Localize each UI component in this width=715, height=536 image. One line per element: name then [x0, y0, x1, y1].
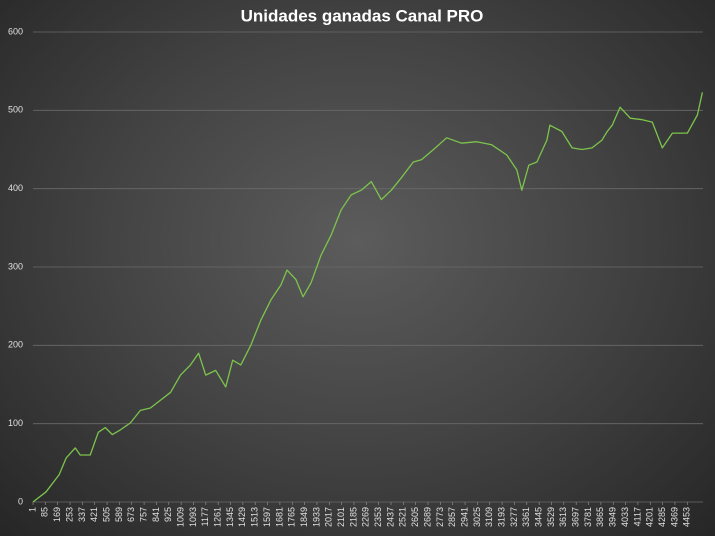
x-tick-label: 757 [138, 507, 148, 522]
x-tick-label: 1 [27, 507, 37, 512]
x-tick-label: 589 [114, 507, 124, 522]
x-tick-label: 673 [126, 507, 136, 522]
x-tick-label: 2437 [385, 507, 395, 527]
x-tick-label: 4285 [657, 507, 667, 527]
x-tick-label: 841 [151, 507, 161, 522]
x-tick-label: 2689 [422, 507, 432, 527]
x-tick-label: 925 [163, 507, 173, 522]
y-tick-label: 600 [8, 26, 23, 36]
x-tick-label: 2269 [361, 507, 371, 527]
chart-title: Unidades ganadas Canal PRO [241, 6, 484, 25]
x-tick-label: 4117 [632, 507, 642, 526]
x-tick-label: 505 [101, 507, 111, 522]
x-tick-label: 1345 [225, 507, 235, 527]
x-tick-label: 169 [52, 507, 62, 522]
x-tick-label: 2185 [348, 507, 358, 527]
x-tick-label: 421 [89, 507, 99, 522]
x-tick-label: 1681 [274, 507, 284, 527]
x-tick-label: 4453 [682, 507, 692, 527]
x-tick-label: 1009 [176, 507, 186, 527]
y-tick-label: 400 [8, 183, 23, 193]
x-tick-label: 1933 [311, 507, 321, 527]
x-tick-label: 3529 [546, 507, 556, 527]
x-tick-label: 3949 [608, 507, 618, 527]
x-tick-label: 3361 [521, 507, 531, 527]
data-line [32, 92, 704, 503]
x-tick-label: 3193 [496, 507, 506, 527]
x-tick-label: 3865 [595, 507, 605, 527]
x-tick-label: 3445 [534, 507, 544, 527]
x-tick-label: 2521 [398, 507, 408, 527]
x-tick-label: 3781 [583, 507, 593, 527]
x-tick-label: 3613 [558, 507, 568, 527]
x-tick-label: 3697 [571, 507, 581, 527]
y-tick-label: 0 [18, 496, 23, 506]
x-tick-label: 3277 [509, 507, 519, 527]
x-tick-label: 1597 [262, 507, 272, 527]
y-tick-label: 300 [8, 261, 23, 271]
y-tick-label: 100 [8, 418, 23, 428]
x-tick-label: 3025 [472, 507, 482, 527]
x-tick-label: 1849 [299, 507, 309, 527]
x-tick-label: 337 [77, 507, 87, 522]
x-tick-label: 1429 [237, 507, 247, 527]
x-tick-label: 1177 [200, 507, 210, 526]
x-tick-label: 4369 [669, 507, 679, 527]
x-tick-label: 85 [40, 507, 50, 517]
x-tick-label: 4033 [620, 507, 630, 527]
x-tick-label: 3109 [484, 507, 494, 527]
x-tick-label: 1261 [213, 507, 223, 527]
x-tick-label: 4201 [645, 507, 655, 527]
x-tick-label: 1765 [287, 507, 297, 527]
y-tick-label: 500 [8, 105, 23, 115]
x-tick-label: 2773 [435, 507, 445, 527]
x-tick-label: 2353 [373, 507, 383, 527]
x-tick-label: 2017 [324, 507, 334, 527]
x-tick-label: 2857 [447, 507, 457, 527]
x-tick-label: 2605 [410, 507, 420, 527]
x-tick-label: 1093 [188, 507, 198, 527]
y-tick-label: 200 [8, 340, 23, 350]
x-tick-label: 253 [64, 507, 74, 522]
x-tick-label: 2101 [336, 507, 346, 527]
x-tick-label: 1513 [250, 507, 260, 527]
x-tick-label: 2941 [459, 507, 469, 527]
